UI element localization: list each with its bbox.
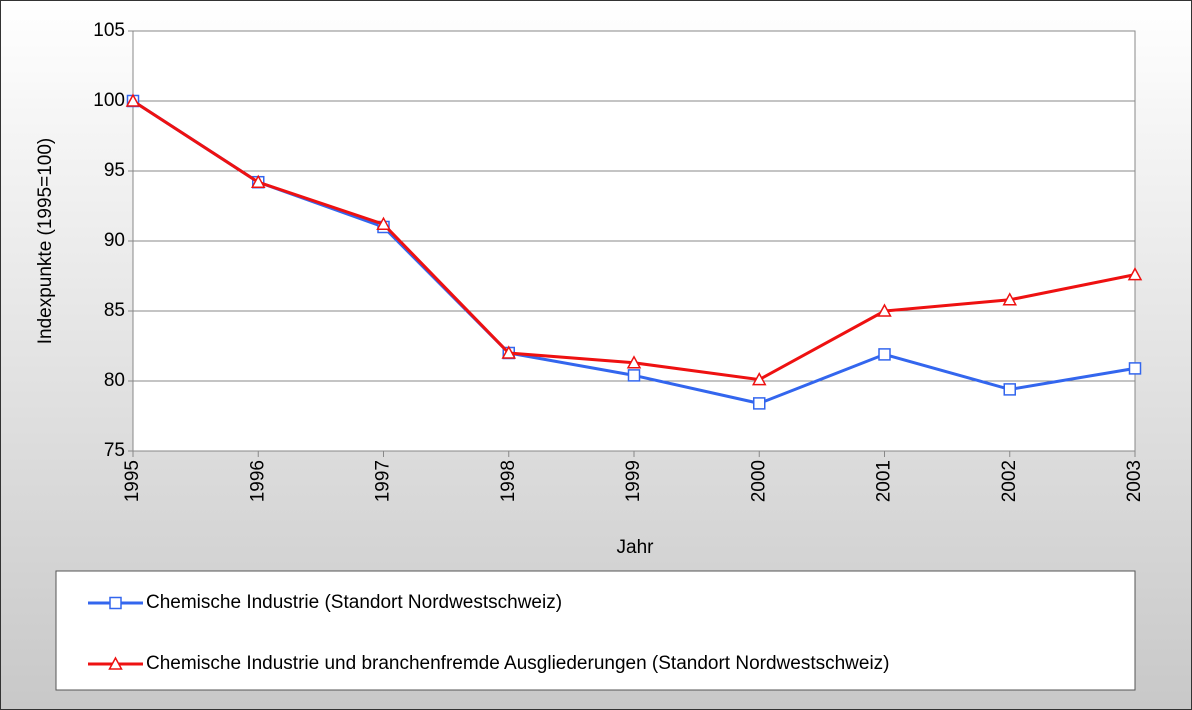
x-tick-label: 1995 xyxy=(122,460,143,502)
x-tick-label: 2003 xyxy=(1124,460,1145,502)
marker xyxy=(108,656,123,670)
marker xyxy=(1003,383,1016,396)
legend xyxy=(55,570,1136,691)
marker xyxy=(109,596,122,610)
marker xyxy=(626,355,642,369)
marker xyxy=(753,397,766,410)
marker xyxy=(751,372,767,386)
marker xyxy=(1002,292,1018,306)
x-axis-title: Jahr xyxy=(617,537,655,558)
legend-label: Chemische Industrie (Standort Nordwestsc… xyxy=(146,592,562,613)
x-tick-label: 1998 xyxy=(498,460,519,502)
marker xyxy=(376,216,391,230)
marker xyxy=(627,369,641,382)
y-tick-label: 105 xyxy=(93,20,125,41)
x-tick-label: 1997 xyxy=(373,460,394,502)
marker xyxy=(878,348,891,361)
marker xyxy=(877,303,892,317)
x-tick-label: 1996 xyxy=(247,460,268,502)
y-tick-label: 100 xyxy=(93,90,125,111)
marker xyxy=(250,174,266,188)
x-tick-label: 2000 xyxy=(748,460,769,502)
x-tick-label: 2002 xyxy=(999,460,1020,502)
x-tick-label: 1999 xyxy=(623,460,644,502)
marker xyxy=(1127,267,1143,281)
y-axis-title: Indexpunkte (1995=100) xyxy=(35,138,56,345)
marker xyxy=(125,93,141,107)
y-tick-label: 75 xyxy=(104,440,125,461)
marker xyxy=(501,345,517,359)
y-tick-label: 80 xyxy=(104,370,125,391)
y-tick-label: 85 xyxy=(104,300,125,321)
y-tick-label: 90 xyxy=(104,230,125,251)
legend-label: Chemische Industrie und branchenfremde A… xyxy=(146,653,890,674)
y-tick-label: 95 xyxy=(104,160,125,181)
x-tick-label: 2001 xyxy=(874,460,895,502)
marker xyxy=(1128,362,1142,375)
